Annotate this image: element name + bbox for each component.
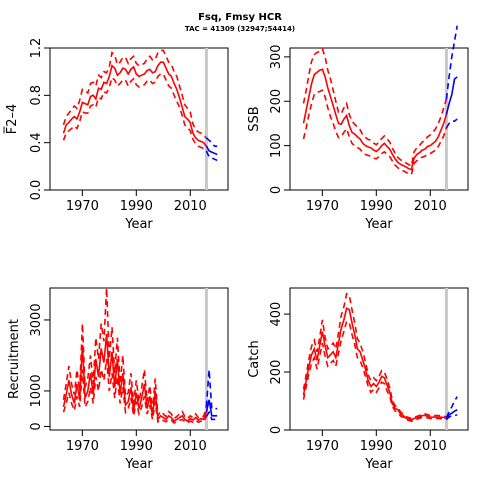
panel-ssb: Year SSB 1970 1990 2010 0 100 200 300 [247, 25, 469, 232]
panel-catch: Year Catch 1970 1990 2010 0 200 400 [247, 287, 469, 472]
x-axis-title: Year [124, 217, 153, 232]
historic-median-line [62, 334, 208, 423]
projection-lower-line [445, 118, 458, 129]
chart-title: Fsq, Fmsy HCR [198, 12, 282, 23]
panel-f: Year F̅2–4 1970 1990 2010 0.0 0.4 0.8 1.2 [4, 38, 229, 232]
historic-lower-line [62, 358, 208, 424]
historic-upper-line [302, 47, 448, 168]
y-tick-label: 100 [269, 133, 284, 158]
historic-median-line [62, 61, 208, 147]
plot-frame [289, 287, 469, 431]
projection-upper-line [205, 369, 218, 410]
x-tick-label: 1990 [360, 199, 393, 214]
x-tick-label: 1970 [306, 439, 339, 454]
y-tick-label: 200 [269, 89, 284, 114]
y-axis-title: SSB [247, 106, 262, 131]
historic-median-line [302, 307, 447, 421]
x-tick-label: 1970 [306, 199, 339, 214]
plot-frame [289, 47, 469, 191]
projection-median-line [205, 145, 218, 156]
projection-median-line [205, 399, 218, 417]
plot-frame [49, 287, 229, 431]
y-tick-label: 400 [269, 302, 284, 327]
y-axis-title: Recruitment [7, 319, 22, 399]
x-axis-title: Year [364, 457, 393, 472]
x-tick-label: 1990 [120, 199, 153, 214]
projection-median-line [445, 76, 458, 115]
historic-upper-line [62, 49, 207, 139]
y-tick-label: 0.8 [29, 85, 44, 106]
projection-lower-line [205, 150, 218, 162]
panel-recruitment: Year Recruitment 1970 1990 2010 0 1000 3000 [7, 287, 229, 472]
x-tick-label: 1970 [66, 199, 99, 214]
x-axis-title: Year [364, 217, 393, 232]
x-tick-label: 2010 [414, 439, 447, 454]
historic-lower-line [302, 89, 448, 176]
y-tick-label: 1.2 [29, 38, 44, 59]
projection-upper-line [205, 137, 218, 147]
projection-lower-line [205, 410, 218, 421]
x-tick-label: 1990 [360, 439, 393, 454]
historic-upper-line [302, 292, 447, 420]
y-tick-label: 1000 [29, 374, 44, 407]
historic-lower-line [302, 320, 447, 423]
y-tick-label: 200 [269, 360, 284, 385]
y-tick-label: 0.4 [29, 132, 44, 153]
plot-frame [49, 47, 229, 191]
x-tick-label: 2010 [414, 199, 447, 214]
y-tick-label: 0 [269, 186, 284, 194]
x-tick-label: 1990 [120, 439, 153, 454]
x-tick-label: 2010 [174, 199, 207, 214]
y-tick-label: 0 [269, 426, 284, 434]
x-tick-label: 1970 [66, 439, 99, 454]
projection-upper-line [445, 396, 458, 418]
chart-subtitle: TAC = 41309 (32947;54414) [185, 25, 295, 33]
projection-median-line [445, 409, 458, 419]
y-tick-label: 0.0 [29, 180, 44, 201]
projection-lower-line [445, 414, 458, 421]
x-axis-title: Year [124, 457, 153, 472]
y-tick-label: 3000 [29, 303, 44, 336]
y-axis-title: Catch [247, 340, 262, 378]
y-axis-title: F̅2–4 [4, 104, 20, 135]
x-tick-label: 2010 [174, 439, 207, 454]
historic-median-line [302, 68, 448, 171]
historic-lower-line [62, 73, 207, 152]
historic-upper-line [62, 287, 208, 420]
y-tick-label: 0 [29, 422, 44, 430]
y-tick-label: 300 [269, 44, 284, 69]
projection-upper-line [445, 25, 458, 100]
